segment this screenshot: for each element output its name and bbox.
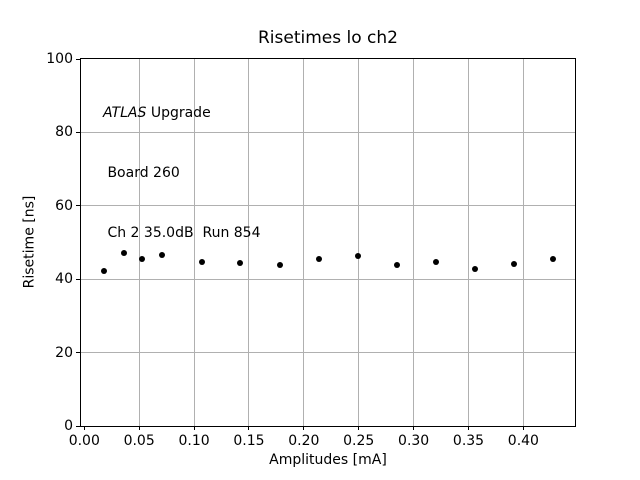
data-point bbox=[550, 255, 557, 262]
data-point bbox=[510, 260, 517, 267]
y-tick-mark bbox=[76, 278, 80, 280]
x-tick-mark bbox=[522, 426, 524, 430]
plot-area: ATLAS Upgrade Board 260 Ch 2 35.0dB Run … bbox=[46, 51, 576, 449]
data-point bbox=[472, 265, 479, 272]
x-tick-label: 0.40 bbox=[507, 433, 539, 449]
data-point bbox=[394, 261, 401, 268]
x-gridline bbox=[303, 59, 305, 426]
x-tick-mark bbox=[193, 426, 195, 430]
annotation-line-2: Board 260 bbox=[103, 165, 180, 181]
annotation-upgrade: Upgrade bbox=[146, 105, 211, 121]
x-tick-label: 0.20 bbox=[288, 433, 320, 449]
x-gridline bbox=[413, 59, 415, 426]
y-tick-label: 100 bbox=[46, 51, 73, 67]
annotation-line-3: Ch 2 35.0dB Run 854 bbox=[103, 225, 261, 241]
data-point bbox=[120, 250, 127, 257]
x-tick-label: 0.05 bbox=[123, 433, 155, 449]
x-gridline bbox=[138, 59, 140, 426]
data-point bbox=[159, 252, 166, 259]
x-tick-mark bbox=[248, 426, 250, 430]
y-tick-mark bbox=[76, 205, 80, 207]
data-point bbox=[198, 258, 205, 265]
y-tick-mark bbox=[76, 58, 80, 60]
annotation-experiment: ATLAS bbox=[103, 105, 147, 121]
chart-title: Risetimes lo ch2 bbox=[258, 28, 398, 48]
data-point bbox=[354, 252, 361, 259]
y-gridline bbox=[81, 131, 575, 133]
x-gridline bbox=[522, 59, 524, 426]
x-tick-mark bbox=[468, 426, 469, 430]
data-point bbox=[276, 261, 283, 268]
x-tick-label: 0.30 bbox=[398, 433, 430, 449]
y-tick-label: 60 bbox=[55, 197, 73, 214]
y-gridline bbox=[81, 352, 575, 354]
y-tick-mark bbox=[76, 425, 80, 427]
annotation-line-1: ATLAS Upgrade bbox=[103, 103, 261, 123]
y-tick-mark bbox=[76, 352, 80, 354]
x-gridline bbox=[358, 59, 360, 426]
x-tick-mark bbox=[138, 426, 140, 430]
x-axis-label: Amplitudes [mA] bbox=[269, 452, 387, 468]
x-gridline bbox=[193, 59, 195, 426]
x-tick-label: 0.15 bbox=[233, 433, 265, 449]
y-tick-label: 0 bbox=[64, 418, 73, 434]
data-point bbox=[139, 255, 146, 262]
y-tick-label: 80 bbox=[55, 124, 73, 141]
data-point bbox=[101, 267, 108, 274]
x-tick-mark bbox=[358, 426, 360, 430]
x-tick-label: 0.35 bbox=[452, 433, 485, 449]
x-tick-label: 0.00 bbox=[68, 433, 100, 449]
y-tick-label: 40 bbox=[55, 271, 73, 288]
y-gridline bbox=[81, 278, 575, 280]
y-tick-label: 20 bbox=[55, 344, 73, 361]
data-point bbox=[237, 259, 244, 266]
data-point bbox=[432, 258, 439, 265]
annotation: ATLAS Upgrade Board 260 Ch 2 35.0dB Run … bbox=[103, 63, 261, 283]
x-gridline bbox=[468, 59, 469, 426]
x-gridline bbox=[248, 59, 250, 426]
x-tick-mark bbox=[303, 426, 305, 430]
x-tick-label: 0.10 bbox=[178, 433, 210, 449]
y-tick-mark bbox=[76, 131, 80, 133]
x-tick-mark bbox=[83, 426, 85, 430]
y-gridline bbox=[81, 205, 575, 207]
x-tick-label: 0.25 bbox=[343, 433, 375, 449]
data-point bbox=[316, 256, 323, 262]
x-tick-mark bbox=[413, 426, 415, 430]
